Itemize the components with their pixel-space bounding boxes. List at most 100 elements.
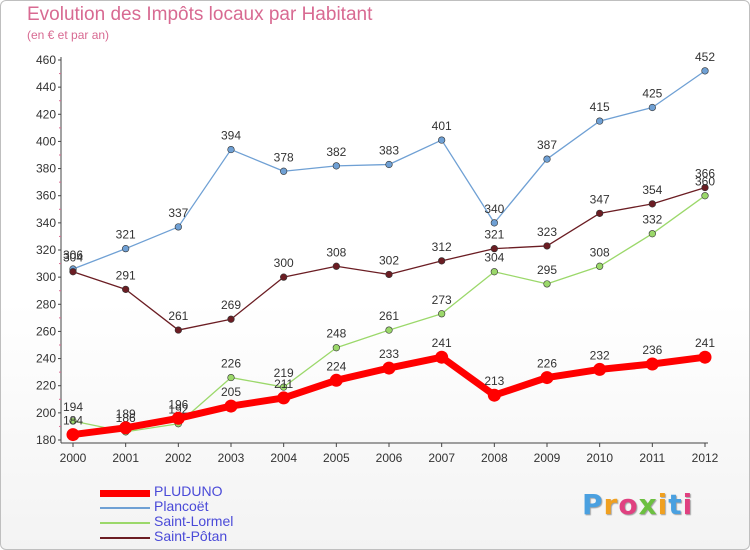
data-label: 340 (484, 202, 504, 216)
data-label: 401 (432, 119, 452, 133)
data-label: 224 (326, 359, 346, 373)
data-label: 189 (116, 407, 136, 421)
x-tick-label: 2004 (270, 451, 297, 465)
y-tick-label: 180 (36, 433, 56, 447)
data-label: 387 (537, 138, 557, 152)
data-label: 308 (326, 245, 346, 259)
data-label: 232 (590, 348, 610, 362)
x-tick-label: 2007 (428, 451, 455, 465)
legend-label: Plancoët (154, 498, 209, 514)
data-point (385, 160, 393, 169)
data-label: 269 (221, 298, 241, 312)
data-point (280, 273, 288, 281)
data-label: 295 (537, 263, 557, 277)
y-tick-label: 260 (36, 324, 56, 338)
y-tick-label: 340 (36, 216, 56, 230)
data-label: 226 (221, 357, 241, 371)
data-point (596, 209, 604, 217)
data-point (645, 357, 659, 371)
data-label: 261 (168, 309, 188, 323)
data-point (119, 421, 133, 435)
data-label: 308 (590, 245, 610, 259)
data-label: 312 (432, 240, 452, 254)
legend-swatch (100, 537, 150, 539)
data-label: 241 (695, 336, 715, 350)
data-label: 241 (432, 336, 452, 350)
series-planco-t: 306 321 337 394 378 382 383 401 340 387 415 425 452 (63, 50, 715, 273)
data-point (701, 192, 709, 200)
legend-label: PLUDUNO (154, 483, 223, 499)
x-tick-label: 2010 (586, 451, 613, 465)
data-point (543, 242, 551, 250)
series-saint-lormel: 194 186 192 226 219 248 261 273 304 295 308 332 360 (63, 175, 715, 436)
data-label: 192 (168, 403, 188, 417)
data-point (385, 326, 393, 334)
y-tick-label: 200 (36, 406, 56, 420)
data-point (385, 270, 393, 279)
x-tick-label: 2008 (481, 451, 508, 465)
x-tick-label: 2005 (323, 451, 350, 465)
data-point (227, 145, 235, 154)
data-label: 236 (642, 343, 662, 357)
data-label: 321 (484, 228, 504, 242)
data-label: 323 (537, 225, 557, 239)
data-label: 233 (379, 347, 399, 361)
x-tick-label: 2002 (165, 451, 192, 465)
data-point (171, 411, 185, 425)
data-label: 300 (274, 256, 294, 270)
y-tick-label: 380 (36, 162, 56, 176)
data-label: 194 (63, 400, 83, 414)
data-label: 378 (274, 150, 294, 164)
y-tick-label: 360 (36, 189, 56, 203)
data-label: 304 (63, 251, 83, 265)
x-tick-label: 2000 (60, 451, 87, 465)
data-label: 302 (379, 253, 399, 267)
data-label: 196 (168, 397, 188, 411)
data-label: 261 (379, 309, 399, 323)
data-point (227, 315, 235, 323)
data-point (122, 285, 130, 293)
y-tick-label: 460 (36, 53, 56, 67)
data-point (122, 245, 130, 253)
y-tick-label: 300 (36, 270, 56, 284)
legend-label: Saint-Pôtan (154, 528, 228, 544)
y-tick-label: 220 (36, 379, 56, 393)
data-label: 452 (695, 50, 715, 64)
y-tick-label: 240 (36, 352, 56, 366)
y-tick-label: 420 (36, 107, 56, 121)
data-point (438, 310, 446, 318)
data-label: 347 (590, 192, 610, 206)
data-point (332, 162, 340, 170)
legend-swatch (100, 489, 150, 497)
data-label: 213 (484, 374, 504, 388)
data-label: 415 (590, 100, 610, 114)
data-label: 248 (326, 327, 346, 341)
y-tick-label: 440 (36, 80, 56, 94)
data-point (69, 417, 77, 425)
data-point (490, 268, 498, 276)
proxiti-logo: Proxiti (582, 488, 694, 521)
chart-title: Evolution des Impôts locaux par Habitant (27, 4, 373, 25)
x-tick-label: 2006 (376, 451, 403, 465)
data-point (648, 200, 656, 208)
chart-subtitle: (en € et par an) (27, 28, 110, 42)
data-point (280, 167, 288, 175)
data-point (66, 428, 80, 442)
data-label: 360 (695, 175, 715, 189)
data-point (174, 326, 182, 334)
data-label: 291 (116, 268, 136, 282)
data-point (438, 136, 446, 144)
data-label: 306 (63, 248, 83, 262)
data-point (490, 245, 498, 253)
data-point (329, 373, 343, 387)
data-point (540, 371, 554, 385)
data-point (596, 262, 604, 270)
data-point (280, 383, 288, 391)
data-point (224, 399, 238, 413)
data-label: 186 (116, 411, 136, 425)
data-label: 354 (642, 183, 662, 197)
data-point (648, 103, 656, 112)
data-point (596, 117, 604, 125)
data-point (593, 362, 607, 376)
